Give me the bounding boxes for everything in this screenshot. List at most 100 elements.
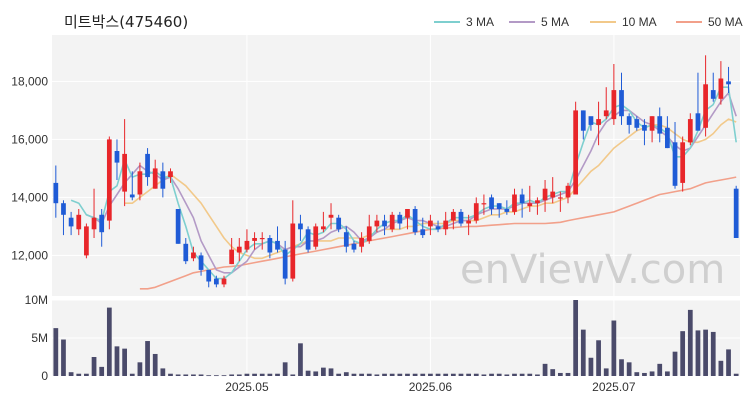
candle-body (496, 203, 502, 209)
candle-body (129, 194, 135, 198)
candle-body (290, 223, 296, 279)
volume-bar (603, 368, 609, 376)
candle-body (733, 188, 739, 238)
volume-bar (351, 373, 357, 376)
volume-bar (321, 367, 326, 376)
candle (84, 223, 89, 259)
volume-bar (84, 373, 89, 376)
volume-bar (542, 363, 548, 376)
candle (229, 238, 235, 265)
legend-label: 50 MA (708, 15, 743, 29)
volume-bar (244, 373, 250, 376)
candle-body (114, 151, 120, 163)
candle (550, 177, 556, 204)
date-tick-label: 2025.07 (592, 380, 636, 394)
candle (106, 136, 112, 230)
candle-body (687, 119, 693, 143)
volume-bar (152, 353, 158, 376)
volume-bar (160, 368, 166, 376)
candle (145, 148, 150, 186)
candle (91, 188, 97, 238)
candle (665, 116, 670, 149)
volume-bar (106, 307, 112, 376)
candle-body (389, 214, 395, 230)
volume-bar (405, 373, 410, 376)
volume-bar (61, 339, 66, 376)
candle-body (481, 203, 487, 205)
volume-bar (175, 374, 181, 376)
candle (175, 209, 181, 244)
candle (183, 238, 189, 265)
candle-body (550, 191, 556, 198)
candle-body (626, 116, 632, 125)
candle-body (435, 226, 441, 230)
candle-body (229, 249, 235, 265)
candle (328, 203, 334, 230)
volume-bar (596, 340, 601, 376)
volume-bar (198, 374, 204, 376)
candle (99, 209, 105, 247)
candle (680, 136, 686, 192)
candle-body (275, 240, 280, 250)
candle-body (122, 153, 127, 192)
volume-bar (68, 372, 74, 376)
candle (160, 162, 166, 198)
candle (496, 203, 502, 218)
volume-bar (733, 373, 739, 376)
candle (726, 66, 731, 93)
candle-body (420, 229, 426, 236)
volume-bar (527, 373, 533, 376)
volume-bar (695, 330, 701, 376)
candle-body (152, 168, 158, 189)
candle-body (557, 197, 563, 199)
candle-body (573, 110, 579, 195)
price-tick-label: 14,000 (11, 190, 48, 204)
candle-body (649, 116, 655, 131)
volume-bar (428, 373, 433, 376)
candle (343, 226, 349, 253)
volume-bar (191, 374, 196, 376)
candle (481, 194, 487, 215)
volume-tick-label: 5M (31, 331, 48, 345)
volume-bar (642, 372, 647, 376)
candle (68, 211, 74, 236)
candle-body (137, 171, 143, 195)
volume-bar (573, 300, 579, 376)
price-panel (52, 35, 740, 296)
watermark: enViewV.com (460, 247, 725, 293)
candle-body (198, 255, 204, 270)
volume-bar (489, 373, 494, 376)
candle (336, 214, 342, 233)
volume-bars (53, 300, 739, 377)
volume-bar (389, 373, 395, 376)
legend-label: 3 MA (466, 15, 494, 29)
volume-bar (382, 373, 387, 376)
volume-bar (565, 372, 571, 376)
candle-body (321, 226, 326, 230)
volume-bar (626, 362, 632, 376)
candle (611, 64, 617, 125)
candle-body (183, 243, 189, 262)
volume-bar (122, 348, 127, 376)
candle-body (106, 139, 112, 221)
candle-body (695, 113, 701, 131)
volume-bar (473, 373, 479, 376)
volume-bar (374, 374, 380, 376)
candle-body (175, 209, 181, 244)
volume-bar (305, 370, 311, 376)
candle (236, 238, 242, 262)
candle-body (191, 252, 196, 259)
candle (588, 116, 594, 131)
volume-bar (718, 360, 724, 376)
candle (359, 232, 364, 253)
volume-bar (336, 373, 342, 376)
candle (672, 122, 678, 189)
candle-body (657, 116, 663, 134)
date-tick-label: 2025.05 (225, 380, 269, 394)
candle (450, 209, 456, 230)
candle (405, 209, 410, 230)
volume-bar (649, 371, 655, 376)
candle (382, 214, 387, 236)
